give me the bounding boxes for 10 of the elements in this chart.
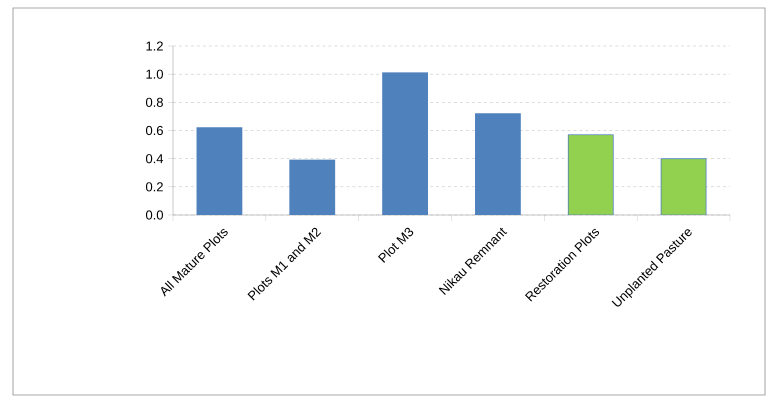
x-tick-label: Plot M3 bbox=[378, 228, 414, 263]
y-tick-label: 1.0 bbox=[146, 70, 163, 79]
bar bbox=[475, 113, 521, 215]
y-tick-label: 0.6 bbox=[146, 126, 163, 136]
bar bbox=[382, 72, 428, 215]
y-tick-label: 1.2 bbox=[146, 41, 163, 51]
y-tick-label: 0.2 bbox=[146, 182, 163, 192]
y-tick-label: 0.8 bbox=[146, 98, 163, 107]
y-tick-label: 0.4 bbox=[146, 154, 164, 164]
y-tick-label: 0.0 bbox=[146, 210, 163, 220]
